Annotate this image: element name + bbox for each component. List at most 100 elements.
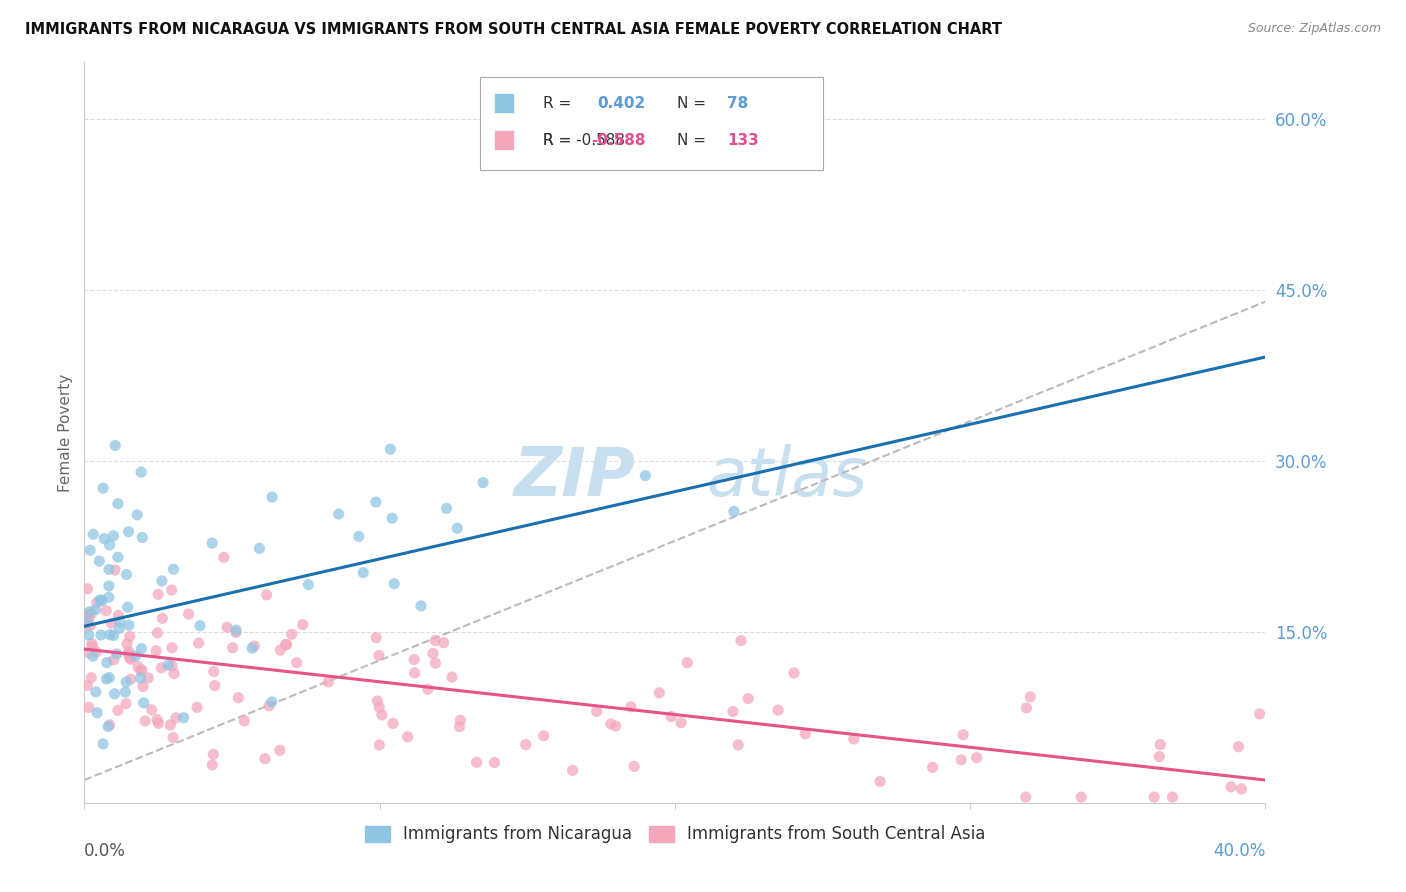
Point	[449, 720, 471, 734]
Point	[416, 682, 439, 697]
Point	[676, 656, 699, 670]
Point	[533, 729, 555, 743]
Point	[86, 645, 108, 659]
Point	[256, 588, 278, 602]
Point	[118, 651, 141, 665]
Text: N =: N =	[678, 95, 706, 111]
Point	[103, 653, 125, 667]
Point	[117, 524, 139, 539]
Text: 133: 133	[727, 133, 759, 148]
Point	[366, 694, 388, 708]
Point	[90, 594, 112, 608]
Point	[163, 666, 186, 681]
Point	[440, 670, 463, 684]
Text: N =: N =	[678, 133, 706, 148]
Point	[103, 628, 125, 642]
Point	[634, 468, 657, 483]
Point	[115, 567, 138, 582]
Point	[77, 611, 100, 625]
Point	[134, 714, 156, 728]
Point	[269, 743, 291, 757]
Point	[162, 731, 184, 745]
Point	[484, 756, 506, 770]
Point	[98, 718, 121, 732]
Point	[159, 718, 181, 732]
Point	[380, 442, 402, 457]
Point	[659, 709, 682, 723]
Point	[1149, 738, 1171, 752]
Point	[90, 628, 112, 642]
Point	[446, 521, 468, 535]
Point	[129, 671, 152, 685]
Point	[436, 501, 458, 516]
Point	[98, 671, 121, 685]
Point	[132, 696, 155, 710]
Point	[117, 600, 139, 615]
Point	[212, 550, 235, 565]
Point	[145, 644, 167, 658]
Point	[104, 563, 127, 577]
Point	[131, 531, 153, 545]
Point	[187, 636, 209, 650]
Point	[382, 716, 405, 731]
Point	[730, 633, 752, 648]
Point	[120, 672, 142, 686]
Point	[165, 711, 187, 725]
Point	[188, 618, 211, 632]
Point	[382, 576, 405, 591]
Point	[371, 707, 394, 722]
Point	[368, 648, 391, 663]
Point	[97, 590, 120, 604]
Point	[97, 579, 120, 593]
Text: Source: ZipAtlas.com: Source: ZipAtlas.com	[1247, 22, 1381, 36]
Point	[1143, 790, 1166, 805]
Point	[84, 602, 107, 616]
Point	[585, 705, 607, 719]
Point	[108, 615, 131, 629]
Point	[404, 652, 426, 666]
Point	[409, 599, 432, 613]
Point	[1220, 780, 1243, 794]
Point	[561, 764, 583, 778]
Point	[285, 656, 308, 670]
Point	[84, 685, 107, 699]
Point	[107, 550, 129, 565]
Point	[869, 774, 891, 789]
Text: 0.0%: 0.0%	[84, 842, 127, 860]
Point	[269, 643, 291, 657]
Point	[129, 664, 152, 678]
Point	[108, 621, 131, 635]
Text: 40.0%: 40.0%	[1213, 842, 1265, 860]
Point	[328, 507, 350, 521]
Point	[425, 633, 447, 648]
Point	[141, 703, 163, 717]
Point	[115, 675, 138, 690]
Text: R =: R =	[543, 133, 571, 148]
Point	[115, 697, 138, 711]
Point	[82, 527, 104, 541]
Point	[79, 543, 101, 558]
Point	[1015, 790, 1038, 805]
Point	[91, 737, 114, 751]
Point	[91, 481, 114, 495]
Point	[148, 716, 170, 731]
Point	[291, 617, 314, 632]
Point	[77, 628, 100, 642]
Point	[98, 628, 121, 642]
Point	[623, 759, 645, 773]
Text: R = -0.588: R = -0.588	[543, 133, 624, 148]
Point	[82, 640, 104, 654]
Point	[129, 465, 152, 479]
Point	[240, 641, 263, 656]
Text: -0.588: -0.588	[591, 133, 645, 148]
Point	[76, 615, 98, 629]
Point	[97, 719, 120, 733]
Point	[117, 647, 139, 661]
Point	[202, 665, 225, 679]
Point	[202, 747, 225, 762]
Point	[217, 620, 239, 634]
Point	[364, 495, 387, 509]
Point	[599, 716, 621, 731]
Point	[842, 731, 865, 746]
Point	[77, 700, 100, 714]
